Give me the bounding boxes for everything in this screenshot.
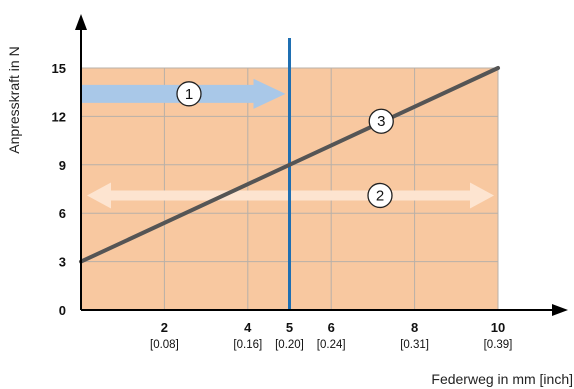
x-tick-label: 8: [411, 320, 418, 335]
marker-2-circle: [367, 182, 393, 209]
x-tick-label: 10: [491, 320, 505, 335]
y-tick-label: 0: [59, 303, 66, 318]
x-tick-sublabel: [0.31]: [400, 339, 429, 351]
marker-3-circle: [368, 108, 394, 134]
y-axis-arrowhead: [75, 14, 87, 30]
x-tick-sublabel: [0.20]: [275, 339, 304, 351]
x-tick-sublabel: [0.08]: [150, 339, 179, 351]
marker-1-circle: [176, 81, 202, 107]
y-axis-label: Anpresskraft in N: [6, 46, 22, 153]
x-tick-sublabel: [0.24]: [317, 339, 346, 351]
x-tick-label: 6: [328, 320, 335, 335]
y-tick-label: 9: [59, 158, 66, 173]
marker-2-label: 2: [376, 187, 384, 204]
y-tick-label: 3: [59, 255, 66, 270]
x-tick-label: 2: [161, 320, 168, 335]
x-tick-sublabel: [0.16]: [233, 339, 262, 351]
x-axis-arrowhead: [552, 304, 568, 316]
x-tick-label: 4: [244, 320, 252, 335]
y-tick-label: 12: [52, 109, 66, 124]
y-tick-label: 6: [59, 206, 66, 221]
x-tick-label: 5: [286, 320, 293, 335]
x-axis-label: Federweg in mm [inch]: [431, 371, 573, 387]
y-tick-label: 15: [52, 61, 66, 76]
series-line: [79, 66, 500, 264]
marker-3-label: 3: [377, 113, 385, 130]
marker-1-label: 1: [185, 86, 193, 103]
x-tick-sublabel: [0.39]: [484, 339, 513, 351]
